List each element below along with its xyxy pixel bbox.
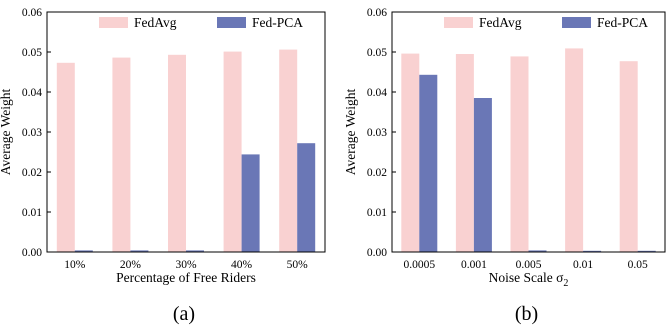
- bar-fedavg-2: [510, 56, 529, 253]
- bar-fedpca-0: [419, 74, 438, 252]
- bar-fedpca-1: [473, 98, 492, 252]
- bar-fedavg-3: [223, 51, 242, 252]
- bar-fedpca-2: [186, 250, 204, 252]
- x-tick-label: 40%: [231, 259, 253, 271]
- x-tick-label: 0.0005: [403, 259, 435, 271]
- x-tick-label: 10%: [64, 259, 86, 271]
- x-tick-label: 0.05: [628, 259, 648, 271]
- y-tick-label: 0.05: [22, 47, 42, 59]
- bar-fedavg-1: [455, 54, 474, 252]
- y-tick-label: 0.03: [22, 127, 42, 139]
- legend: FedAvg Fed-PCA: [444, 15, 648, 30]
- x-axis-label-text: Percentage of Free Riders: [116, 270, 256, 285]
- chart-panel-b: 0.00 0.01 0.02 0.03 0.04 0.05 0.06 0.0005 0.001 0…: [343, 7, 666, 325]
- legend-swatch-fedpca: [562, 17, 591, 28]
- panel-caption: (a): [173, 303, 195, 325]
- bar-fedavg-4: [279, 49, 298, 252]
- y-tick-label: 0.00: [367, 247, 387, 259]
- legend-label-fedpca: Fed-PCA: [252, 15, 303, 30]
- bar-fedpca-1: [130, 250, 149, 252]
- panel-caption: (b): [515, 303, 538, 325]
- x-axis-label-text: Noise Scale σ: [489, 270, 564, 285]
- bar-fedavg-3: [565, 48, 584, 253]
- legend-swatch-fedavg: [99, 17, 128, 28]
- legend-swatch-fedavg: [444, 17, 473, 28]
- x-axis-label: Percentage of Free Riders: [116, 270, 256, 285]
- x-tick-label: 30%: [175, 259, 197, 271]
- y-axis-label: Average Weight: [0, 89, 13, 176]
- legend-swatch-fedpca: [217, 17, 246, 28]
- y-tick-label: 0.04: [367, 87, 387, 99]
- bar-fedpca-0: [74, 250, 93, 252]
- legend-label-fedpca: Fed-PCA: [597, 15, 648, 30]
- x-axis-label: Noise Scale σ2: [489, 270, 569, 289]
- bar-fedpca-2: [528, 250, 547, 252]
- x-tick-label: 50%: [287, 259, 309, 271]
- x-tick-label: 0.005: [516, 259, 542, 271]
- bar-fedpca-3: [583, 250, 602, 252]
- y-tick-label: 0.00: [22, 247, 42, 259]
- bar-fedavg-0: [56, 62, 75, 252]
- y-tick-label: 0.01: [367, 207, 387, 219]
- bar-fedpca-3: [241, 154, 260, 252]
- y-axis-label: Average Weight: [343, 89, 358, 176]
- y-tick-label: 0.02: [22, 167, 42, 179]
- legend-label-fedavg: FedAvg: [479, 15, 522, 30]
- x-tick-label: 0.001: [461, 259, 487, 271]
- bar-fedavg-2: [168, 54, 186, 252]
- y-tick-label: 0.04: [22, 87, 42, 99]
- legend: FedAvg Fed-PCA: [99, 15, 303, 30]
- y-tick-label: 0.06: [22, 7, 42, 19]
- bar-fedavg-4: [619, 61, 638, 253]
- chart-panel-a: 0.00 0.01 0.02 0.03 0.04 0.05 0.06 10% 20% 30% 40%…: [0, 7, 326, 325]
- bar-fedavg-0: [401, 53, 420, 252]
- x-axis-label-subscript: 2: [563, 278, 568, 289]
- y-tick-label: 0.03: [367, 127, 387, 139]
- y-tick-label: 0.01: [22, 207, 42, 219]
- y-tick-label: 0.02: [367, 167, 387, 179]
- y-tick-label: 0.06: [367, 7, 387, 19]
- y-tick-label: 0.05: [367, 47, 387, 59]
- bar-fedpca-4: [637, 250, 656, 252]
- x-tick-label: 20%: [120, 259, 142, 271]
- bar-fedpca-4: [297, 143, 316, 252]
- legend-label-fedavg: FedAvg: [134, 15, 177, 30]
- x-tick-label: 0.01: [573, 259, 593, 271]
- bar-fedavg-1: [112, 57, 131, 252]
